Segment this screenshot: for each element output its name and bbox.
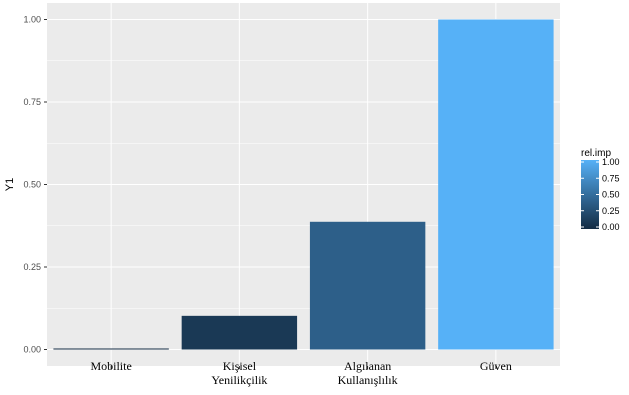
y-axis: 0.00 0.25 0.50 0.75 1.00 [23, 15, 47, 355]
x-category-label: Kullanışlılık [338, 373, 398, 387]
bar [181, 315, 298, 350]
y-tick-label: 0.25 [23, 262, 41, 272]
x-category-label: Algılanan [344, 359, 391, 373]
legend-labels: 1.00 0.75 0.50 0.25 0.00 [581, 157, 620, 232]
y-tick-label: 0.75 [23, 97, 41, 107]
legend-label: 1.00 [602, 157, 620, 167]
x-category-label: Kişisel [223, 359, 257, 373]
legend-label: 0.00 [602, 222, 620, 232]
legend: rel.imp 1.00 0.75 0.50 0.25 0.00 [581, 148, 620, 232]
y-axis-label: Y1 [4, 178, 16, 191]
legend-label: 0.25 [602, 206, 620, 216]
bars [53, 19, 554, 350]
bar [309, 221, 426, 350]
y-tick-label: 0.50 [23, 180, 41, 190]
legend-label: 0.50 [602, 190, 620, 200]
y-tick-label: 1.00 [23, 15, 41, 25]
x-category-label: Yenilikçilik [211, 373, 267, 387]
y-tick-label: 0.00 [23, 345, 41, 355]
legend-colorbar [581, 160, 599, 229]
legend-title: rel.imp [581, 148, 611, 159]
x-category-label: Mobilite [90, 359, 131, 373]
bar [438, 19, 554, 350]
legend-label: 0.75 [602, 173, 620, 183]
x-category-label: Güven [480, 359, 512, 373]
bar [53, 348, 169, 350]
